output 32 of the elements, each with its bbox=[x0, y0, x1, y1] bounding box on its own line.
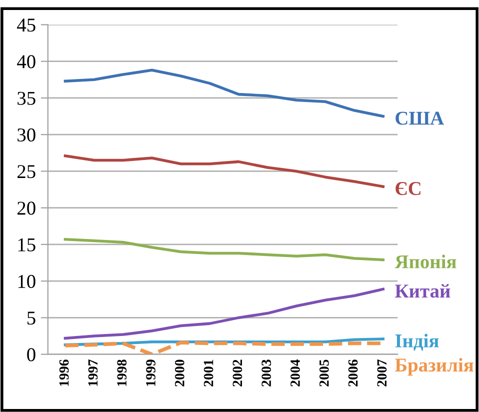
line-series bbox=[64, 238, 385, 262]
series-label: США bbox=[396, 112, 444, 125]
y-tick-label: 30 bbox=[18, 128, 36, 142]
y-tick-label: 20 bbox=[18, 202, 36, 215]
y-tick-label: 35 bbox=[18, 92, 36, 105]
y-tick-label: 45 bbox=[17, 18, 36, 32]
series-label: Індія bbox=[395, 334, 439, 351]
series-label: ЄС bbox=[396, 182, 420, 196]
y-tick-label: 0 bbox=[27, 348, 36, 362]
x-tick-label: 1998 bbox=[117, 360, 127, 386]
line-series bbox=[64, 154, 385, 188]
line-series bbox=[64, 68, 385, 118]
x-tick-label: 2003 bbox=[262, 360, 272, 386]
x-tick-label: 1997 bbox=[88, 360, 98, 386]
x-tick-label: 2004 bbox=[290, 359, 300, 386]
x-tick-label: 2002 bbox=[232, 360, 242, 386]
x-tick-label: 2000 bbox=[174, 360, 184, 386]
line-series bbox=[64, 288, 385, 340]
y-tick-label: 10 bbox=[18, 274, 36, 288]
x-tick-label: 2005 bbox=[319, 360, 329, 386]
x-tick-label: 2007 bbox=[377, 360, 387, 386]
x-tick-label: 2006 bbox=[348, 360, 358, 386]
x-tick-label: 1999 bbox=[146, 360, 156, 386]
series-label: Японія bbox=[394, 254, 456, 268]
x-tick-label: 2001 bbox=[204, 360, 214, 386]
x-tick-label: 1996 bbox=[59, 360, 69, 386]
y-tick-label: 15 bbox=[18, 238, 36, 252]
series-label: Бразилія bbox=[395, 358, 474, 376]
series-label: Китай bbox=[395, 284, 450, 298]
y-tick-label: 25 bbox=[18, 165, 36, 178]
y-tick-label: 40 bbox=[17, 55, 36, 68]
y-tick-label: 5 bbox=[28, 312, 36, 325]
